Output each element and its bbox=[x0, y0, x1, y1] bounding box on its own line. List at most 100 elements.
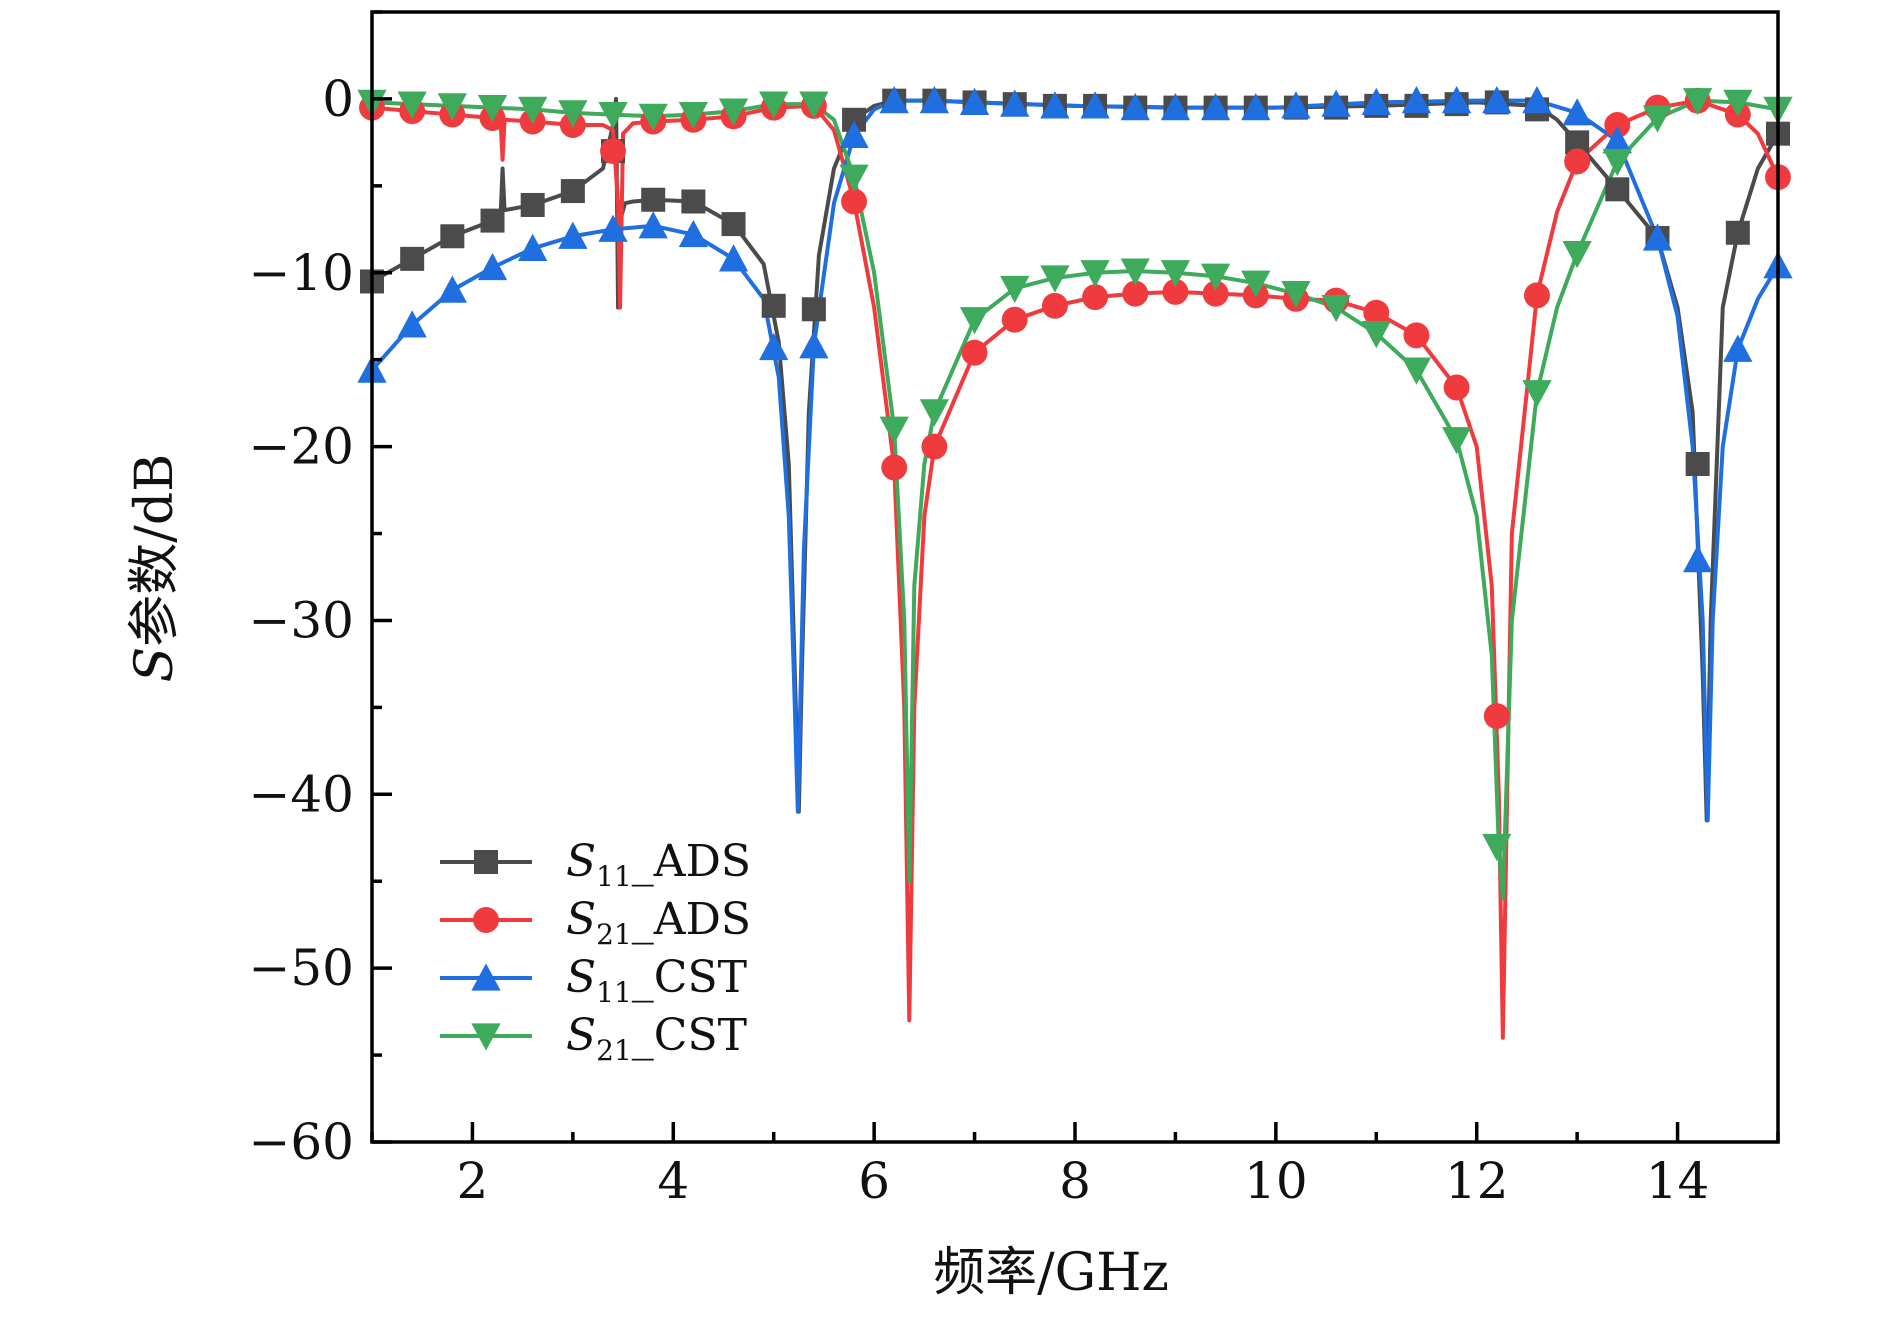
legend-label: S11_CST bbox=[566, 952, 747, 1009]
data-point-s11-ads bbox=[761, 293, 786, 318]
data-point-s11-cst bbox=[1321, 89, 1351, 117]
y-tick-label: −60 bbox=[248, 1113, 354, 1171]
data-point-s21-ads bbox=[1162, 278, 1189, 305]
data-point-s21-cst bbox=[1321, 294, 1351, 323]
data-point-s21-cst bbox=[959, 307, 990, 335]
y-tick-label: −20 bbox=[248, 418, 354, 476]
series-line-s21-cst bbox=[372, 98, 1778, 901]
data-point-s11-cst bbox=[638, 211, 668, 239]
x-tick-label: 2 bbox=[457, 1152, 489, 1210]
data-point-s21-ads bbox=[1001, 306, 1028, 333]
data-point-s11-ads bbox=[1685, 452, 1710, 476]
legend-marker bbox=[471, 1023, 501, 1051]
legend-item-s21-cst: S21_CST bbox=[440, 1010, 747, 1067]
data-point-s11-cst bbox=[1482, 86, 1512, 114]
data-point-s21-ads bbox=[1363, 299, 1390, 326]
plot-area bbox=[357, 86, 1793, 1040]
data-point-s21-cst bbox=[1000, 275, 1030, 304]
y-tick-label: −30 bbox=[248, 591, 354, 649]
data-point-s11-cst bbox=[1602, 126, 1632, 154]
data-point-s21-cst bbox=[1241, 270, 1271, 298]
data-point-s21-ads bbox=[1443, 374, 1470, 401]
data-point-s11-ads bbox=[480, 208, 505, 233]
data-point-s11-ads bbox=[1605, 177, 1630, 202]
data-point-s21-cst bbox=[1401, 357, 1432, 385]
data-point-s21-ads bbox=[1041, 292, 1068, 319]
data-point-s11-cst bbox=[1441, 86, 1472, 114]
data-point-s21-cst bbox=[437, 93, 467, 121]
data-point-s21-ads bbox=[1122, 280, 1149, 307]
data-point-s11-cst bbox=[1522, 86, 1552, 114]
data-point-s21-cst bbox=[1683, 88, 1713, 116]
data-point-s21-cst bbox=[678, 101, 709, 130]
y-tick-label: −50 bbox=[248, 939, 354, 997]
data-point-s11-ads bbox=[400, 246, 425, 271]
data-point-s11-cst bbox=[1683, 544, 1713, 573]
series-markers bbox=[357, 86, 1793, 862]
data-point-s21-cst bbox=[799, 91, 829, 119]
data-point-s11-cst bbox=[1642, 223, 1673, 251]
x-axis-title: 频率/GHz bbox=[933, 1243, 1169, 1303]
x-tick-label: 6 bbox=[858, 1152, 890, 1210]
data-point-s21-cst bbox=[1602, 148, 1632, 177]
legend-item-s11-cst: S11_CST bbox=[440, 952, 747, 1009]
data-point-s21-cst bbox=[1723, 89, 1753, 118]
data-point-s11-cst bbox=[1160, 92, 1191, 121]
data-point-s11-cst bbox=[959, 87, 990, 115]
data-point-s11-ads bbox=[560, 179, 585, 204]
series-line-s11-ads bbox=[372, 96, 1778, 823]
data-point-s21-cst bbox=[1281, 281, 1311, 309]
data-point-s21-ads bbox=[881, 454, 908, 481]
data-point-s21-cst bbox=[919, 399, 950, 427]
data-point-s21-ads bbox=[1524, 282, 1550, 309]
data-point-s11-cst bbox=[477, 252, 508, 281]
y-axis-title: S参数/dB bbox=[125, 454, 185, 683]
data-point-s11-ads bbox=[842, 107, 867, 132]
data-point-s11-ads bbox=[520, 192, 545, 217]
data-point-s11-ads bbox=[801, 297, 826, 322]
x-tick-label: 4 bbox=[657, 1152, 689, 1210]
data-point-s21-cst bbox=[397, 91, 427, 119]
data-point-s21-ads bbox=[1604, 112, 1631, 138]
data-point-s11-cst bbox=[437, 275, 467, 303]
data-point-s21-cst bbox=[1200, 263, 1231, 291]
data-point-s11-cst bbox=[718, 244, 749, 272]
data-point-s11-cst bbox=[1401, 86, 1432, 114]
data-point-s21-cst bbox=[1040, 265, 1070, 293]
legend-label: S11_ADS bbox=[566, 836, 751, 893]
data-point-s21-cst bbox=[1160, 260, 1191, 288]
data-point-s11-cst bbox=[1361, 87, 1391, 115]
legend-marker bbox=[474, 850, 498, 874]
data-point-s21-cst bbox=[1522, 380, 1552, 408]
data-point-s11-cst bbox=[1120, 92, 1150, 121]
data-point-s21-ads bbox=[1564, 148, 1591, 175]
data-point-s11-ads bbox=[681, 189, 706, 214]
data-point-s21-cst bbox=[1361, 321, 1391, 349]
y-axis-title-prefix: S bbox=[125, 647, 185, 683]
series-line-s11-cst bbox=[372, 98, 1778, 823]
data-point-s11-ads bbox=[721, 212, 746, 237]
data-point-s21-ads bbox=[1082, 284, 1109, 311]
data-point-s21-ads bbox=[921, 433, 948, 460]
data-point-s11-cst bbox=[839, 120, 869, 149]
data-point-s21-cst bbox=[1120, 258, 1150, 286]
legend-label: S21_CST bbox=[566, 1010, 747, 1067]
data-point-s11-cst bbox=[518, 233, 548, 262]
data-point-s11-cst bbox=[1723, 334, 1753, 362]
data-point-s11-cst bbox=[678, 219, 709, 248]
legend-marker bbox=[471, 963, 501, 991]
data-point-s11-cst bbox=[759, 332, 789, 361]
legend-marker bbox=[473, 907, 499, 933]
data-point-s11-cst bbox=[1000, 89, 1030, 117]
x-tick-label: 8 bbox=[1059, 1152, 1091, 1210]
data-point-s21-cst bbox=[879, 416, 909, 444]
data-point-s11-cst bbox=[1281, 91, 1311, 119]
data-point-s21-cst bbox=[1482, 833, 1512, 862]
data-point-s21-ads bbox=[1202, 280, 1229, 307]
data-point-s11-cst bbox=[558, 221, 588, 249]
data-point-s11-cst bbox=[1080, 91, 1110, 119]
data-point-s21-cst bbox=[1441, 427, 1472, 455]
